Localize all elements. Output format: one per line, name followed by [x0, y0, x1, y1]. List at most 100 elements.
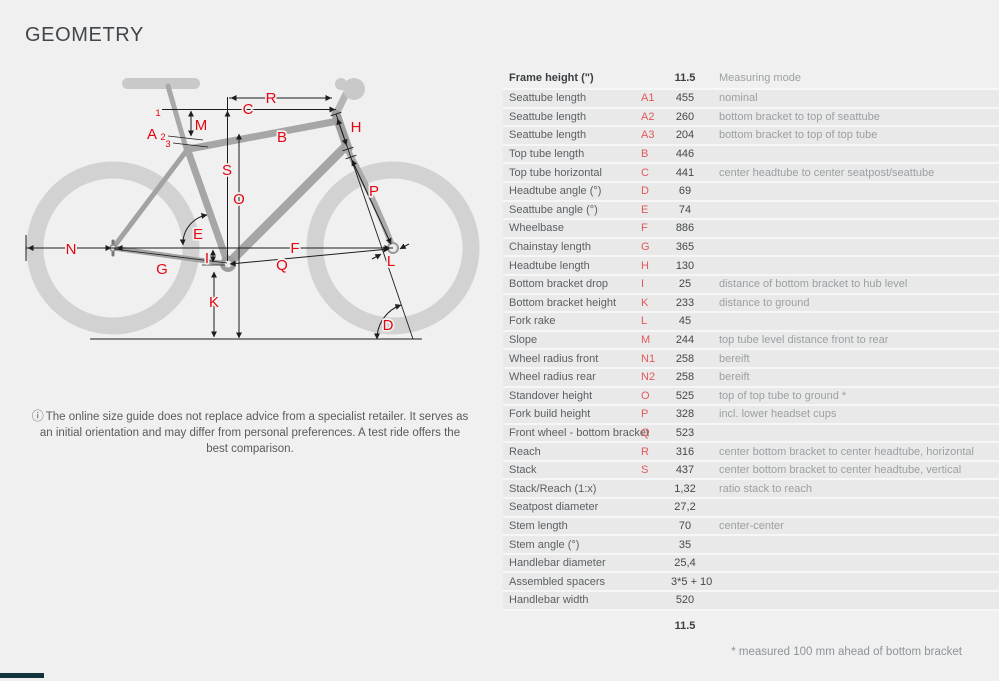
table-header-row: Frame height (") 11.5 Measuring mode [503, 68, 999, 90]
table-row: Slope M 244 top tube level distance front t… [503, 331, 999, 351]
cell-note: center bottom bracket to center headtube… [719, 464, 962, 477]
label-r: R [266, 90, 277, 107]
cell-value: 1,32 [674, 482, 696, 495]
cell-value: 455 [675, 92, 695, 105]
label-g: G [156, 261, 168, 278]
cell-code: M [641, 334, 651, 347]
cell-name: Headtube angle (°) [509, 185, 602, 198]
table-row: Stem angle (°) 35 [503, 536, 999, 555]
cell-code: E [641, 203, 649, 216]
table-row: Seattube length A3 204 bottom bracket to to… [503, 127, 999, 146]
table-row: Chainstay length G 365 [503, 238, 999, 258]
cell-note: top of top tube to ground * [719, 389, 847, 402]
cell-name: Assembled spacers [509, 575, 605, 588]
cell-name: Seattube length [509, 129, 587, 142]
cell-note: center headtube to center seatpost/seatt… [719, 166, 935, 179]
cell-note: bereift [719, 371, 750, 384]
cell-value: 525 [675, 389, 695, 402]
cell-code: P [641, 408, 649, 421]
label-s: S [222, 162, 232, 179]
cell-value: 45 [678, 315, 692, 328]
cell-value: 204 [675, 129, 695, 142]
header-note: Measuring mode [719, 72, 801, 84]
cell-note: center-center [719, 519, 784, 532]
measurement-lines [25, 95, 422, 340]
cell-note: ratio stack to reach [719, 482, 812, 495]
cell-value: 446 [675, 148, 695, 161]
cell-code: Q [641, 426, 650, 439]
cell-value: 365 [675, 241, 695, 254]
cell-code: R [641, 445, 649, 458]
table-row: Seatpost diameter 27,2 [503, 499, 999, 518]
cell-code: F [641, 222, 648, 235]
cell-name: Wheel radius rear [509, 371, 596, 384]
table-row: Seattube length A2 260 bottom bracket to to… [503, 108, 999, 128]
cell-name: Top tube length [509, 148, 585, 161]
table-row: Headtube angle (°) D 69 [503, 182, 999, 202]
label-d: D [383, 317, 394, 334]
cell-note: nominal [719, 92, 758, 105]
cell-value: 520 [675, 594, 695, 607]
table-row: Handlebar diameter 25,4 [503, 554, 999, 574]
cell-value: 260 [675, 110, 695, 123]
cell-code: C [641, 166, 649, 179]
cell-code: N2 [641, 371, 656, 384]
cell-name: Seatpost diameter [509, 501, 599, 514]
cell-code: K [641, 296, 649, 309]
cell-name: Wheel radius front [509, 352, 599, 365]
cell-value: 886 [675, 222, 695, 235]
cell-name: Seattube length [509, 110, 587, 123]
label-ref3: 3 [165, 139, 170, 150]
table-row: Top tube horizontal C 441 center headtube t… [503, 164, 999, 183]
table-row: Assembled spacers 3*5 + 10 [503, 573, 999, 593]
seatpost [165, 83, 189, 151]
label-o: O [233, 191, 245, 208]
cell-code: D [641, 185, 649, 198]
cell-value: 70 [678, 519, 692, 532]
header-name: Frame height (") [509, 72, 594, 84]
size-guide-note: ⓘ The online size guide does not replace … [28, 408, 472, 457]
table-footer-row: 11.5 [503, 616, 999, 636]
cell-code: H [641, 259, 649, 272]
cell-name: Stem length [509, 519, 568, 532]
label-e: E [193, 226, 203, 243]
table-row: Bottom bracket drop I 25 distance of bottom… [503, 275, 999, 295]
cell-name: Fork build height [509, 408, 591, 421]
cell-code: A1 [641, 92, 655, 105]
geometry-table: Frame height (") 11.5 Measuring mode Sea… [503, 68, 999, 636]
label-l: L [387, 253, 395, 270]
cell-note: bottom bracket to top of top tube [719, 129, 878, 142]
cell-code: S [641, 464, 649, 477]
table-row: Wheelbase F 886 [503, 220, 999, 239]
table-row: Wheel radius front N1 258 bereift [503, 350, 999, 369]
cell-name: Chainstay length [509, 241, 591, 254]
table-row: Standover height O 525 top of top tube to g… [503, 387, 999, 407]
cell-code: A3 [641, 129, 655, 142]
cell-value: 258 [675, 371, 695, 384]
cell-code: O [641, 389, 650, 402]
table-row: Wheel radius rear N2 258 bereift [503, 368, 999, 388]
label-c: C [243, 101, 254, 118]
label-f: F [290, 240, 299, 257]
cell-note: bottom bracket to top of seattube [719, 110, 880, 123]
table-row: Top tube length B 446 [503, 145, 999, 165]
cell-value: 27,2 [674, 501, 696, 514]
cell-name: Standover height [509, 389, 593, 402]
cell-value: 25 [678, 278, 692, 291]
cell-name: Reach [509, 445, 541, 458]
cell-value: 258 [675, 352, 695, 365]
cell-value: 441 [675, 166, 695, 179]
cell-name: Slope [509, 334, 538, 347]
cell-value: 69 [678, 185, 692, 198]
cell-name: Top tube horizontal [509, 166, 602, 179]
cell-name: Bottom bracket height [509, 296, 617, 309]
cell-code: B [641, 148, 649, 161]
label-a: A [147, 126, 157, 143]
cell-name: Stack [509, 464, 537, 477]
info-icon: ⓘ [31, 409, 44, 423]
label-n: N [66, 241, 77, 258]
seatstay [110, 147, 190, 251]
cell-name: Stem angle (°) [509, 538, 580, 551]
cell-name: Handlebar width [509, 594, 589, 607]
table-row: Handlebar width 520 [503, 592, 999, 611]
